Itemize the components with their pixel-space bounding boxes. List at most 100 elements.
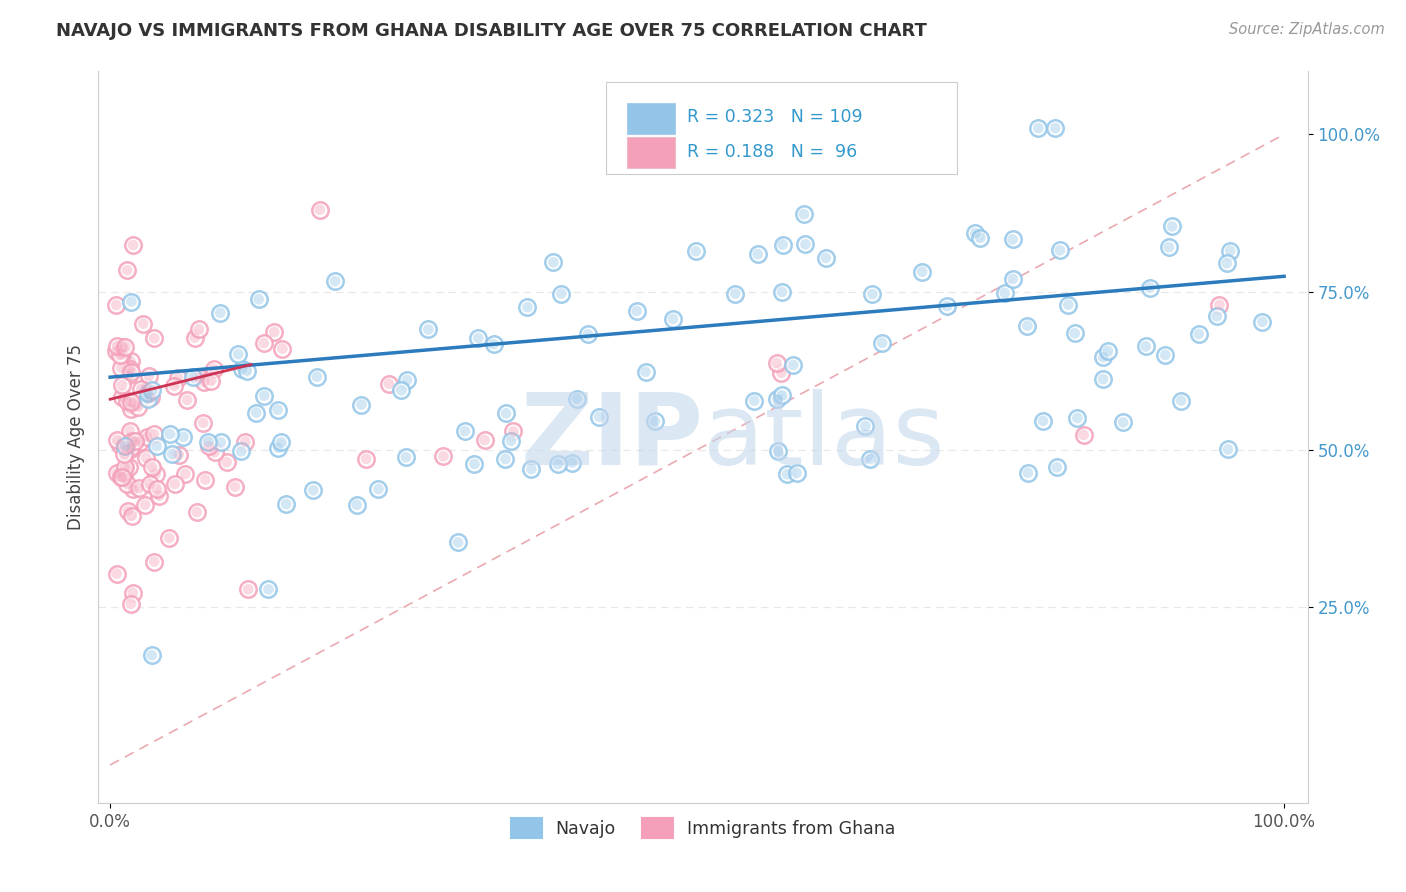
Point [1001,232,1024,246]
Point [266,402,288,417]
Point [114,439,136,453]
Point [145,467,167,481]
Point [209,435,232,450]
Point [1032,414,1054,428]
Point [233,434,256,449]
Point [105,344,128,359]
Point [114,460,136,475]
Point [1001,272,1024,286]
Point [1049,244,1071,258]
Point [181,370,204,384]
Point [105,466,128,480]
Point [226,347,249,361]
Point [1219,244,1241,258]
Point [122,238,145,252]
Point [141,459,163,474]
Point [139,391,162,405]
Point [766,392,789,407]
Point [138,368,160,383]
Point [128,434,150,449]
Point [121,434,143,449]
Point [685,244,707,259]
Point [1046,460,1069,475]
Point [724,286,747,301]
Point [786,466,808,480]
Point [346,498,368,512]
Point [432,450,454,464]
Point [1092,372,1115,386]
Point [160,447,183,461]
Point [124,434,146,449]
Point [118,460,141,475]
Point [561,456,583,470]
Point [159,427,181,442]
Point [111,340,134,354]
Point [142,427,165,442]
Point [495,406,517,420]
Text: ZIP: ZIP [520,389,703,485]
Point [814,251,837,265]
Point [167,448,190,462]
Point [105,298,128,312]
Point [1161,219,1184,234]
Point [1216,442,1239,457]
Point [138,476,160,491]
Point [1170,393,1192,408]
Point [550,286,572,301]
Point [543,255,565,269]
Point [188,322,211,336]
Point [226,347,249,361]
Point [766,444,789,458]
Point [172,430,194,444]
Point [350,397,373,411]
Point [120,294,142,309]
Point [110,360,132,375]
Point [111,378,134,392]
Point [271,342,294,356]
Point [120,365,142,379]
Point [482,337,505,351]
Point [870,335,893,350]
Point [128,481,150,495]
Point [121,508,143,523]
Point [257,582,280,597]
Point [138,476,160,491]
Point [395,450,418,465]
Point [742,393,765,408]
Point [253,389,276,403]
Point [120,354,142,368]
Point [117,504,139,518]
Point [145,482,167,496]
Point [114,340,136,354]
Point [128,481,150,495]
Point [1046,460,1069,475]
Point [396,373,419,387]
Point [136,392,159,406]
Point [418,322,440,336]
Point [395,450,418,465]
Point [766,392,789,407]
Point [499,434,522,448]
Point [115,263,138,277]
Point [163,477,186,491]
Point [114,439,136,453]
Point [135,450,157,465]
Point [270,435,292,450]
Point [346,498,368,512]
Point [112,470,135,484]
Point [122,483,145,497]
Point [276,497,298,511]
Point [105,298,128,312]
Point [267,441,290,455]
Point [1216,442,1239,457]
Point [474,433,496,447]
Point [193,375,215,389]
Point [454,424,477,438]
Point [965,226,987,240]
Point [870,335,893,350]
Point [1017,318,1039,333]
Point [176,392,198,407]
Point [770,285,793,299]
Point [1017,466,1039,480]
Point [1097,343,1119,358]
